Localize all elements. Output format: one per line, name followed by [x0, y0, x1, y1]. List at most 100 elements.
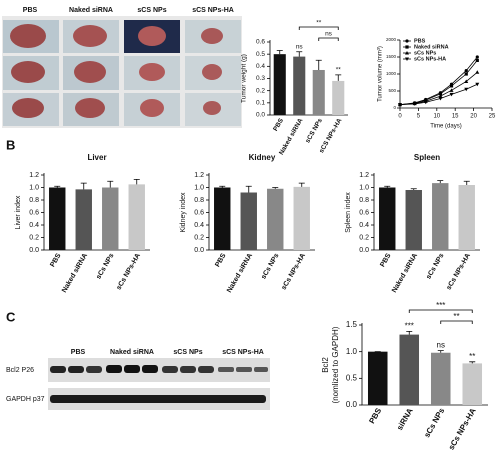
- legend-marker: [405, 57, 409, 61]
- legend-label: Naked siRNA: [414, 44, 449, 50]
- bar: [312, 69, 325, 115]
- bracket: [408, 309, 473, 313]
- tumor: [10, 24, 46, 48]
- y-tick-label: 0.4: [194, 222, 204, 229]
- legend-marker: [405, 45, 409, 49]
- y-tick-label: 0.1: [256, 100, 265, 107]
- annotation: ns: [296, 43, 304, 50]
- tumor: [11, 61, 45, 83]
- annotation: **: [336, 67, 342, 74]
- annotation: **: [469, 352, 475, 361]
- y-tick-label: 0.2: [194, 234, 204, 241]
- data-point: [423, 100, 428, 105]
- y-tick-label: 1.0: [346, 347, 358, 356]
- band: [124, 365, 140, 373]
- tumor: [73, 25, 107, 47]
- x-tick-label: sCs NPs: [260, 252, 280, 280]
- tumor: [139, 63, 165, 81]
- band: [68, 366, 84, 373]
- bracket-label: ns: [325, 31, 333, 38]
- data-point: [412, 102, 417, 106]
- y-axis-label: (nomlized to GAPDH): [331, 326, 340, 403]
- error-bar: [80, 182, 87, 190]
- data-point: [449, 88, 454, 92]
- legend-marker: [405, 51, 409, 55]
- data-point: [449, 92, 454, 97]
- annotation: ns: [437, 341, 445, 350]
- band: [106, 365, 122, 373]
- y-tick-label: 0.2: [256, 87, 265, 94]
- blot-column-label: sCS NPs-HA: [222, 349, 264, 356]
- band: [180, 366, 196, 373]
- y-axis-label: Tumor weight (g): [241, 54, 248, 103]
- photo-column-label: Naked siRNA: [69, 7, 113, 14]
- error-bar: [469, 361, 476, 364]
- y-tick-label: 0.6: [359, 209, 369, 216]
- x-tick-label: sCs NPs: [425, 252, 445, 280]
- blot: [48, 358, 270, 410]
- y-tick-label: 0.5: [346, 373, 358, 382]
- data-point: [398, 103, 402, 107]
- x-tick-label: sCS NPs: [304, 117, 324, 144]
- error-bar: [54, 185, 61, 188]
- error-bar: [107, 180, 114, 188]
- bar: [458, 185, 475, 250]
- bar: [405, 190, 422, 250]
- tumor: [140, 99, 164, 117]
- y-tick-label: 1.5: [346, 320, 358, 329]
- bar: [128, 184, 145, 250]
- x-tick-label: Naked siRNA: [61, 252, 89, 294]
- x-axis-label: Time (days): [430, 124, 461, 130]
- panel-label: B: [6, 137, 15, 152]
- x-tick-label: PBS: [214, 252, 227, 268]
- bar: [399, 334, 420, 405]
- chart-title: Spleen: [414, 153, 440, 162]
- error-bar: [133, 178, 140, 185]
- bar: [332, 80, 345, 115]
- x-tick-label: 0: [398, 114, 402, 120]
- y-tick-label: 0.6: [29, 209, 39, 216]
- bar: [462, 363, 483, 405]
- y-tick-label: 0: [393, 105, 396, 110]
- chart-title: Kidney: [249, 153, 276, 162]
- bar: [293, 56, 306, 115]
- data-point: [475, 58, 479, 62]
- y-tick-label: 0.4: [359, 222, 369, 229]
- band: [254, 367, 268, 372]
- legend-label: PBS: [414, 38, 426, 44]
- blot-column-label: PBS: [71, 349, 86, 356]
- tumor: [138, 26, 166, 46]
- bracket: [318, 37, 339, 41]
- bar: [75, 189, 92, 250]
- y-tick-label: 0.2: [359, 234, 369, 241]
- bar: [367, 351, 388, 405]
- tumor: [12, 98, 44, 118]
- bar: [273, 54, 286, 115]
- data-point: [475, 55, 479, 59]
- x-tick-label: 15: [452, 114, 459, 120]
- error-bar: [219, 185, 226, 188]
- error-bar: [245, 185, 252, 193]
- y-tick-label: 1.2: [194, 172, 204, 179]
- x-tick-label: PBS: [49, 252, 62, 268]
- photo-grid: [2, 16, 242, 128]
- x-tick-label: 25: [489, 114, 496, 120]
- data-point: [464, 79, 469, 83]
- x-tick-label: sCs NPs: [422, 406, 446, 439]
- data-point: [475, 70, 480, 74]
- y-tick-label: 1.0: [359, 184, 369, 191]
- data-point: [464, 69, 468, 73]
- y-tick-label: 0.0: [359, 247, 369, 254]
- y-tick-label: 0.8: [194, 197, 204, 204]
- photo-column-label: sCS NPs: [137, 7, 166, 14]
- bracket: [440, 320, 473, 324]
- data-point: [464, 72, 468, 76]
- x-tick-label: PBS: [379, 252, 392, 268]
- band: [142, 365, 158, 373]
- data-point: [449, 84, 454, 88]
- blot-column-label: Naked siRNA: [110, 349, 154, 356]
- data-point: [438, 94, 443, 98]
- bracket-label: ***: [436, 301, 445, 310]
- error-bar: [437, 180, 444, 184]
